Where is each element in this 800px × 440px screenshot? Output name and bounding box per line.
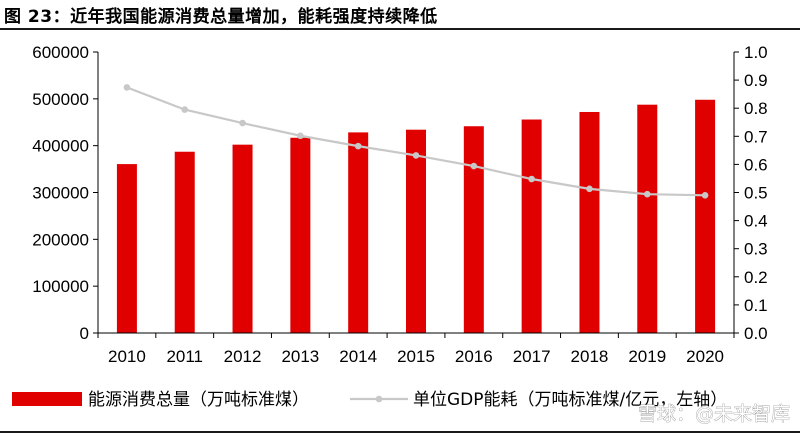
x-axis-tick-labels: 2010 2011 2012 2013 2014 2015 2016 2017 2018 2019… [108, 347, 724, 366]
bar-2011 [174, 151, 195, 333]
bar-2017 [521, 119, 542, 333]
left-tick-label: 200000 [32, 230, 89, 249]
right-tick-label: 0.3 [744, 240, 768, 259]
x-tick-label: 2020 [686, 347, 724, 366]
left-tick-label: 100000 [32, 277, 89, 296]
x-tick-label: 2012 [224, 347, 262, 366]
title-rule [0, 28, 800, 30]
left-tick-label: 300000 [32, 184, 89, 203]
bar-2018 [579, 111, 600, 334]
bar-2013 [290, 137, 311, 333]
right-tick-label: 0.9 [744, 71, 768, 90]
x-tick-label: 2013 [281, 347, 319, 366]
x-tick-label: 2019 [628, 347, 666, 366]
right-tick-label: 0.6 [744, 155, 768, 174]
watermark: 雪球：@未来智库 [638, 403, 790, 425]
point-2017 [528, 175, 535, 183]
legend-label-line: 单位GDP能耗（万吨标准煤/亿元，左轴） [413, 390, 727, 410]
legend-label-bar: 能源消费总量（万吨标准煤） [88, 390, 309, 410]
x-tick-label: 2010 [108, 347, 146, 366]
point-2011 [181, 106, 189, 113]
right-tick-label: 0.8 [744, 99, 768, 118]
point-2015 [412, 152, 420, 159]
point-2013 [297, 132, 304, 140]
axes [93, 51, 739, 338]
right-axis-tick-labels: 0.0 0.1 0.2 0.3 0.4 0.5 0.6 0.7 0.8 0.9 1.0 [744, 43, 768, 343]
right-tick-label: 0.1 [744, 296, 768, 315]
legend-swatch-marker [375, 395, 383, 403]
bar-series-energy-consumption [116, 99, 716, 334]
legend: 能源消费总量（万吨标准煤） 单位GDP能耗（万吨标准煤/亿元，左轴） [12, 390, 727, 410]
left-tick-label: 500000 [32, 90, 89, 109]
x-tick-label: 2016 [455, 347, 493, 366]
right-tick-label: 0.4 [744, 212, 768, 231]
right-tick-label: 1.0 [744, 43, 768, 62]
bar-2014 [348, 132, 369, 333]
legend-swatch-bar [12, 392, 82, 406]
point-2018 [586, 185, 593, 193]
left-tick-label: 0 [80, 324, 89, 343]
point-2012 [239, 119, 246, 127]
line-series-energy-intensity [123, 84, 709, 199]
bar-2020 [695, 99, 716, 334]
left-tick-label: 400000 [32, 137, 89, 156]
bar-2016 [463, 126, 484, 333]
point-2020 [701, 192, 709, 199]
point-2014 [354, 142, 362, 150]
x-tick-label: 2015 [397, 347, 435, 366]
point-2016 [470, 162, 478, 170]
x-tick-label: 2018 [571, 347, 609, 366]
bar-2019 [637, 104, 658, 334]
right-tick-label: 0.7 [744, 127, 768, 146]
right-tick-label: 0.0 [744, 324, 768, 343]
x-tick-label: 2017 [513, 347, 551, 366]
right-tick-label: 0.5 [744, 184, 768, 203]
point-2019 [643, 190, 651, 198]
point-2010 [123, 84, 131, 91]
x-tick-label: 2014 [339, 347, 377, 366]
bar-2012 [232, 144, 253, 333]
bar-2010 [116, 164, 137, 333]
left-tick-label: 600000 [32, 43, 89, 62]
bottom-rule [0, 431, 800, 433]
left-axis-tick-labels: 0 100000 200000 300000 400000 500000 600000 [32, 43, 89, 343]
x-tick-label: 2011 [166, 347, 203, 366]
right-tick-label: 0.2 [744, 268, 768, 287]
bar-2015 [406, 129, 426, 333]
figure-title: 图 23：近年我国能源消费总量增加，能耗强度持续降低 [4, 7, 438, 27]
